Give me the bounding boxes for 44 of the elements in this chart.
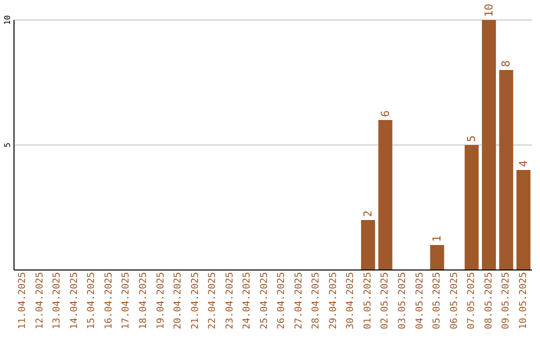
x-tick-label: 01.05.2025 — [362, 272, 374, 330]
x-tick-label: 02.05.2025 — [380, 272, 391, 330]
x-tick-label: 14.04.2025 — [68, 272, 80, 330]
bar — [430, 245, 444, 270]
x-tick-label: 10.05.2025 — [518, 272, 529, 330]
x-tick-label: 13.04.2025 — [52, 272, 63, 330]
bar — [499, 70, 514, 270]
x-tick-label: 29.04.2025 — [328, 272, 339, 330]
data-label: 1 — [430, 235, 444, 242]
x-tick-label: 07.05.2025 — [466, 272, 478, 330]
x-tick-label: 12.04.2025 — [34, 272, 46, 330]
data-label: 5 — [465, 135, 478, 142]
x-tick-label: 28.04.2025 — [310, 272, 322, 330]
x-tick-label: 24.04.2025 — [242, 272, 253, 330]
x-tick-label: 30.04.2025 — [345, 272, 356, 330]
x-tick-label: 20.04.2025 — [172, 272, 184, 330]
data-label: 4 — [516, 160, 530, 167]
x-tick-label: 11.04.2025 — [17, 272, 28, 330]
x-tick-label: 26.04.2025 — [276, 272, 288, 330]
data-label: 10 — [482, 4, 496, 17]
x-tick-label: 19.04.2025 — [155, 272, 166, 330]
x-tick-label: 16.04.2025 — [103, 272, 114, 330]
data-label: 2 — [362, 210, 375, 217]
x-tick-label: 08.05.2025 — [483, 272, 494, 330]
x-tick-label: 06.05.2025 — [448, 272, 460, 330]
x-tick-label: 09.05.2025 — [500, 272, 512, 330]
x-tick-label: 27.04.2025 — [293, 272, 304, 330]
x-tick-label: 21.04.2025 — [190, 272, 201, 330]
bar — [516, 170, 530, 270]
data-label: 8 — [500, 60, 513, 67]
x-tick-label: 15.04.2025 — [86, 272, 98, 330]
x-tick-label: 23.04.2025 — [224, 272, 236, 330]
bar — [361, 220, 376, 270]
bar — [482, 20, 496, 270]
x-tick-label: 05.05.2025 — [432, 272, 443, 330]
x-tick-label: 22.04.2025 — [207, 272, 218, 330]
x-tick-label: 04.05.2025 — [414, 272, 426, 330]
x-tick-label: 18.04.2025 — [138, 272, 149, 330]
x-tick-label: 17.04.2025 — [120, 272, 132, 330]
bar — [464, 145, 479, 270]
data-label: 6 — [378, 110, 392, 117]
x-tick-label: 03.05.2025 — [397, 272, 408, 330]
x-tick-label: 25.04.2025 — [258, 272, 270, 330]
bar — [378, 120, 392, 270]
